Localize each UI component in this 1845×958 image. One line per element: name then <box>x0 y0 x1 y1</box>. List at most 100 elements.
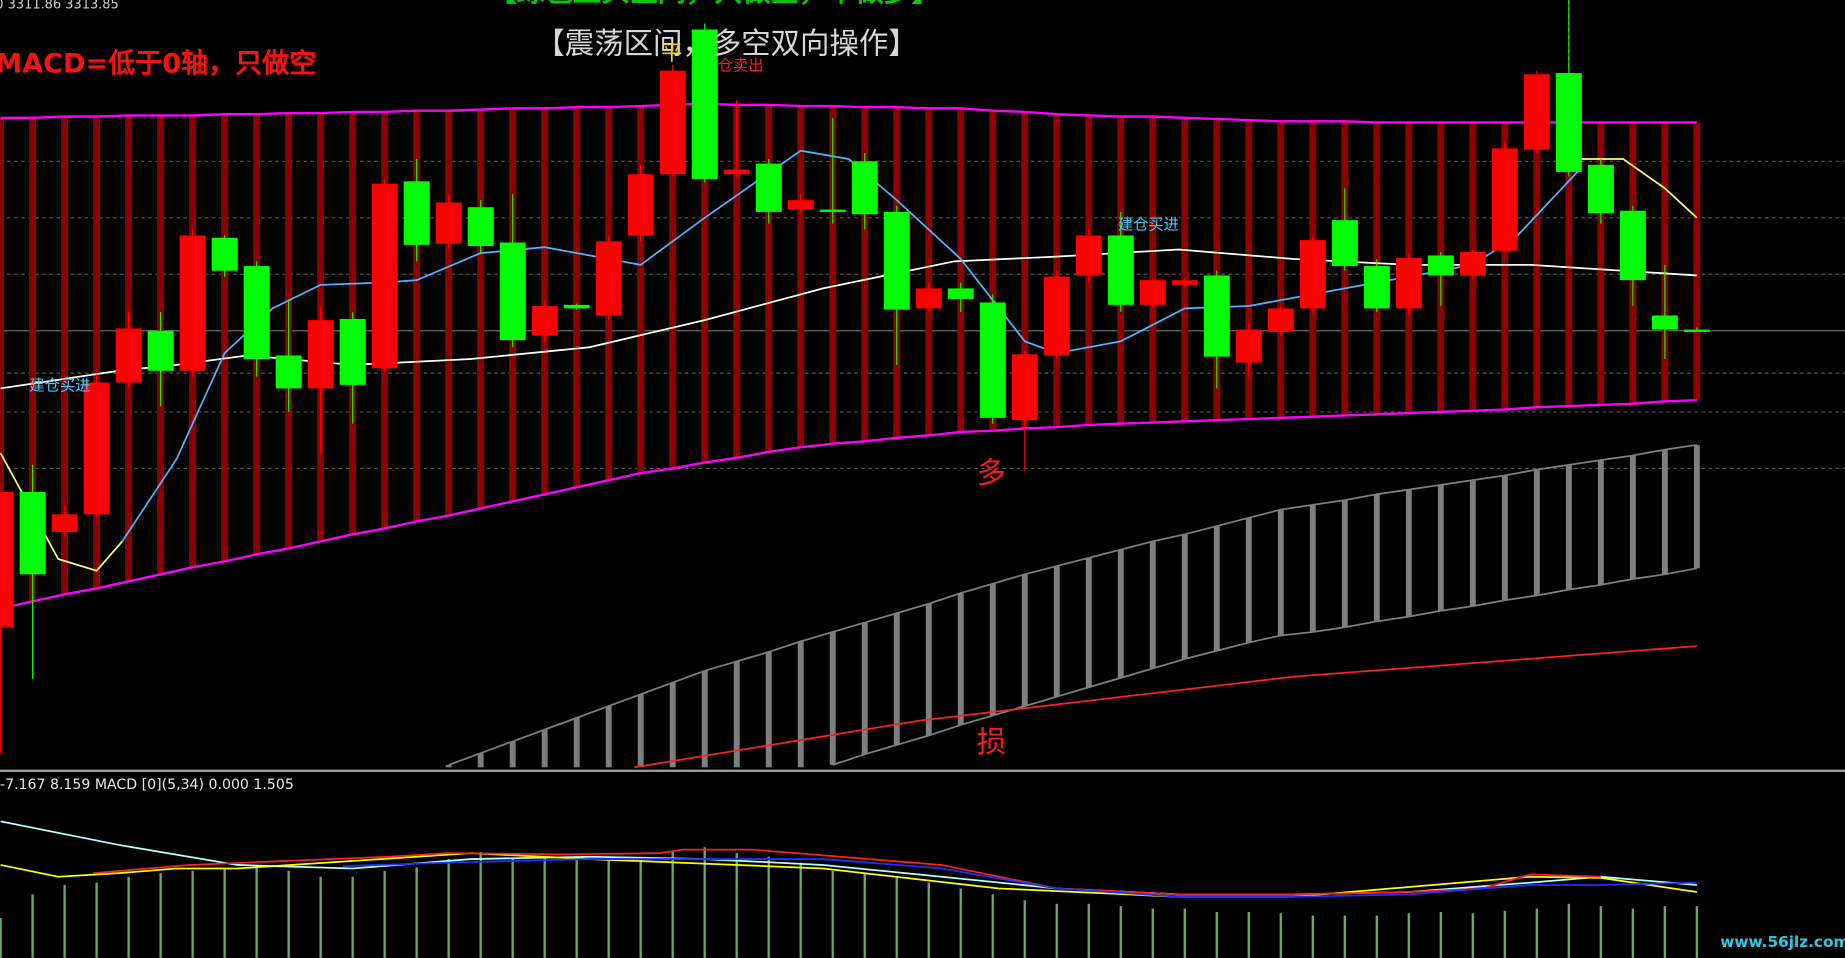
band-bar <box>1597 122 1605 405</box>
indicator-line <box>634 645 1697 769</box>
candle-body <box>1619 210 1646 281</box>
band-bar <box>669 104 677 469</box>
band-bar <box>1021 111 1029 429</box>
candle-body <box>0 491 14 628</box>
band-bar <box>221 114 229 562</box>
band-line <box>0 102 1697 124</box>
candle-body <box>595 241 622 316</box>
indicator-line <box>0 820 1697 896</box>
band-bar <box>1501 122 1509 410</box>
candle-body <box>1075 235 1102 276</box>
band-bar <box>1245 120 1253 419</box>
candle-body <box>1107 235 1134 305</box>
candle-body <box>1427 255 1454 276</box>
candle-body <box>1331 220 1358 267</box>
band-bar <box>61 116 69 595</box>
band-bar <box>93 116 101 589</box>
band-line <box>0 398 1697 610</box>
candle-body <box>1043 276 1070 356</box>
candle-body <box>1459 251 1486 276</box>
candle-body <box>1523 74 1550 150</box>
candle-body <box>1683 329 1710 332</box>
band-bar <box>733 104 741 458</box>
candle-body <box>243 266 270 359</box>
candle-body <box>1299 240 1326 309</box>
annotation: 仓卖出 <box>718 56 764 74</box>
candle-body <box>1139 280 1166 305</box>
band-bar <box>445 110 453 516</box>
candle-body <box>1171 280 1198 285</box>
watermark: www.56jlz.com <box>1720 933 1845 951</box>
candle-body <box>1267 308 1294 332</box>
candle-body <box>851 161 878 215</box>
candle-body <box>1395 257 1422 309</box>
candle-body <box>979 302 1006 418</box>
band-bar <box>1277 121 1285 418</box>
annotation: MACD=低于0轴，只做空 <box>0 47 316 79</box>
candle-body <box>83 382 110 515</box>
band-bar <box>701 103 709 463</box>
candle-body <box>659 70 686 175</box>
candle-body <box>787 200 814 210</box>
candle-body <box>275 355 302 389</box>
band-bar <box>765 104 773 452</box>
candle-body <box>179 235 206 371</box>
band-bar <box>637 105 645 474</box>
candle-body <box>819 209 846 212</box>
annotation: 建仓买进 <box>29 377 90 395</box>
macd-panel <box>0 820 1699 958</box>
candle-body <box>755 163 782 212</box>
indicator-line <box>121 149 1580 542</box>
candle-body <box>563 304 590 309</box>
annotation: 损 <box>977 725 1006 759</box>
candle-body <box>947 288 974 299</box>
annotation: 多 <box>977 456 1006 490</box>
annotation: 【震荡区间，多空双向操作】 <box>535 26 917 60</box>
candle-body <box>147 330 174 371</box>
candle-body <box>307 320 334 389</box>
candle-body <box>1587 164 1614 214</box>
annotation: 平 <box>661 40 682 65</box>
indicator-line <box>0 852 1697 898</box>
candle-body <box>115 328 142 383</box>
indicator-line <box>342 858 1697 898</box>
candle-body <box>403 181 430 245</box>
indicator-title: -7.167 8.159 MACD [0](5,34) 0.000 1.505 <box>0 777 294 793</box>
candle-body <box>371 183 398 369</box>
candle-body <box>627 174 654 236</box>
annotation: 【绿色上头区间，只做空，不做多】 <box>488 0 939 8</box>
candle-body <box>691 29 718 179</box>
band-bar <box>1565 122 1573 407</box>
band-bar <box>829 105 837 444</box>
annotation: 建仓买进 <box>1118 215 1179 233</box>
band-bar <box>861 107 869 442</box>
candle-body <box>1491 148 1518 251</box>
band-bar <box>925 108 933 436</box>
band-bar <box>413 110 421 522</box>
channel-line <box>448 444 1697 766</box>
candle-body <box>1651 315 1678 330</box>
main-panel <box>0 0 1710 769</box>
candle-body <box>1203 275 1230 357</box>
band-bar <box>573 107 581 488</box>
candle-body <box>1235 329 1262 363</box>
band-bar <box>0 117 5 609</box>
band-bar <box>29 117 37 602</box>
candle-body <box>499 242 526 341</box>
candle-body <box>51 514 78 532</box>
indicator-line <box>93 848 1601 896</box>
band-bar <box>957 108 965 432</box>
price-label: 0 3311.86 3313.85 <box>0 0 119 12</box>
band-bar <box>989 110 997 431</box>
candle-body <box>339 318 366 385</box>
candle-body <box>1011 354 1038 421</box>
candle-body <box>1555 73 1582 172</box>
band-bar <box>477 109 485 509</box>
band-bar <box>797 105 805 448</box>
candle-body <box>19 491 46 575</box>
candle-body <box>915 288 942 309</box>
candle-body <box>211 237 238 271</box>
